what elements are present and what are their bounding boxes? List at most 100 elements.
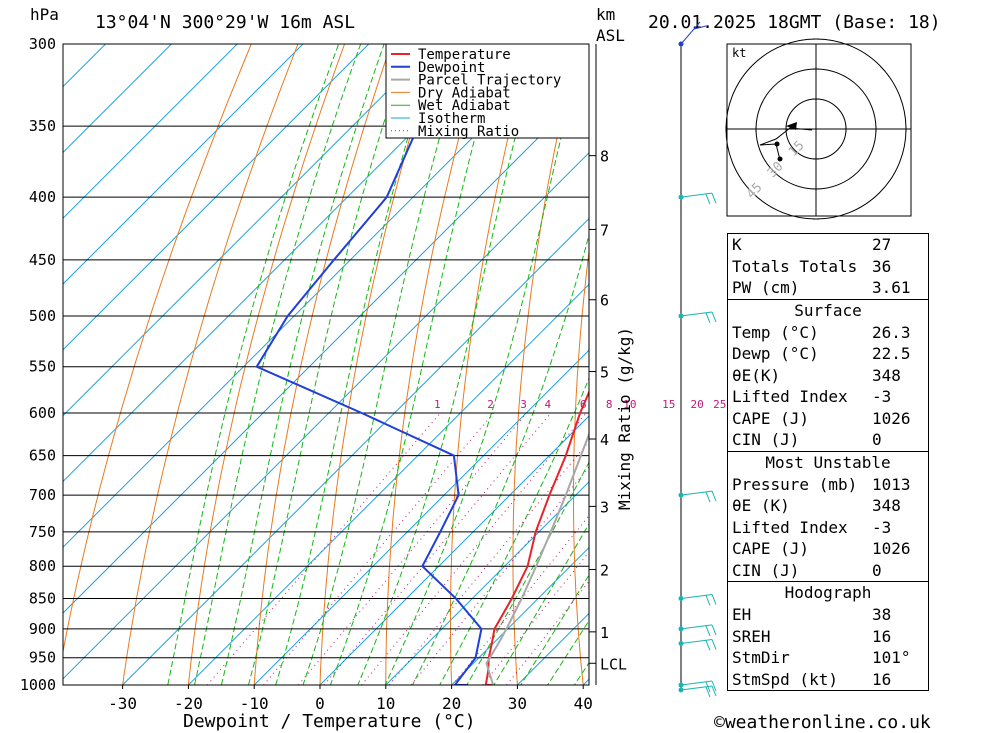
- km-axis: 8 7 6 5 4 3 2 1 LCL: [589, 44, 627, 685]
- isotherm-line: [63, 44, 238, 219]
- x-axis-title: Dewpoint / Temperature (°C): [183, 711, 476, 732]
- legend-label: Parcel Trajectory: [418, 73, 561, 89]
- isotherm-line: [450, 546, 589, 685]
- pressure-tick-label: 350: [29, 117, 56, 135]
- hodograph-header: Hodograph: [784, 583, 872, 602]
- km-tick-label: LCL: [600, 655, 627, 673]
- wet-adiabat-line: [275, 44, 438, 685]
- index-label: K: [732, 235, 742, 254]
- indices-panel: K 27 Totals Totals 36 PW (cm) 3.61 Surface Te…: [727, 233, 929, 691]
- wet-adiabat-line: [167, 44, 340, 685]
- index-label: CIN (J): [732, 560, 800, 580]
- index-label: Dewp (°C): [732, 344, 819, 363]
- hodograph-row: EH 38: [728, 604, 928, 626]
- legend-label: Mixing Ratio: [418, 124, 519, 140]
- index-label: θE (K): [732, 496, 790, 515]
- wind-profile: [678, 21, 717, 698]
- mixing-ratio-axis-title: Mixing Ratio (g/kg): [615, 327, 634, 510]
- dry-adiabat-line: [512, 44, 579, 685]
- mixing-ratio-label: 1: [434, 398, 441, 411]
- isotherm-line: [385, 481, 589, 685]
- wind-barb: [680, 685, 717, 698]
- dry-adiabat-line: [949, 7, 1000, 711]
- index-value: 38: [872, 605, 892, 624]
- index-label: θE(K): [732, 365, 781, 385]
- pressure-tick-label: 700: [29, 486, 56, 504]
- isotherm-line: [63, 44, 173, 154]
- index-value: 27: [872, 235, 892, 254]
- mixing-ratio-label: 15: [662, 398, 675, 411]
- index-value: 16: [872, 626, 892, 646]
- wet-adiabat-line: [520, 574, 589, 685]
- km-tick-label: 8: [600, 148, 609, 166]
- wind-barb: [680, 21, 707, 45]
- wet-adiabat-line: [547, 619, 589, 685]
- dry-adiabat-line: [253, 44, 392, 685]
- isotherm-line: [63, 152, 589, 680]
- wind-barb: [680, 311, 717, 324]
- index-label: EH: [732, 605, 752, 624]
- wet-adiabat-line: [357, 44, 540, 685]
- most-unstable-row: Pressure (mb) 1013: [728, 474, 928, 496]
- most-unstable-row: θE (K) 348: [728, 495, 928, 517]
- index-value: 348: [872, 496, 901, 515]
- index-label: Totals Totals: [732, 256, 858, 276]
- index-value: 1013: [872, 474, 911, 494]
- mixing-ratio-line: [298, 412, 527, 685]
- index-label: CIN (J): [732, 430, 800, 449]
- mixing-ratio-line: [482, 551, 589, 685]
- mixing-ratio-line: [410, 466, 589, 685]
- pressure-tick-label: 900: [29, 620, 56, 638]
- index-value: 1026: [872, 408, 911, 428]
- wet-adiabat-line: [220, 44, 385, 685]
- hodograph-point: [774, 141, 780, 147]
- index-label: Pressure (mb): [732, 474, 858, 494]
- wet-adiabat-line: [193, 44, 362, 685]
- dry-adiabat-line: [122, 44, 299, 685]
- pressure-tick-label: 300: [29, 35, 56, 53]
- index-value: 36: [872, 256, 892, 276]
- index-row: K 27: [728, 234, 928, 256]
- wind-barb: [680, 490, 717, 503]
- mixing-ratio-label: 6: [580, 398, 587, 411]
- surface-row: θE(K) 348: [728, 365, 928, 387]
- isotherm-line: [0, 7, 11, 711]
- index-label: PW (cm): [732, 278, 800, 297]
- dry-adiabat-line: [187, 44, 346, 685]
- temperature-tick-label: 20: [442, 694, 461, 713]
- index-value: 26.3: [872, 322, 911, 342]
- dry-adiabat-line: [63, 44, 252, 655]
- km-tick-label: 4: [600, 431, 609, 449]
- legend-label: Dry Adiabat: [418, 85, 511, 101]
- wet-adiabat-line: [384, 44, 585, 685]
- index-value: 101°: [872, 648, 911, 667]
- isotherm-line: [187, 283, 589, 685]
- temperature-tick-label: 0: [315, 694, 325, 713]
- wind-barb: [680, 638, 717, 651]
- profile-lines: [255, 44, 589, 685]
- wind-barb: [680, 593, 717, 606]
- index-value: 1026: [872, 539, 911, 558]
- mixing-ratio-line: [263, 412, 494, 685]
- pressure-tick-label: 1000: [20, 676, 56, 694]
- datetime-label: 20.01.2025 18GMT (Base: 18): [648, 12, 941, 33]
- wet-adiabat-line: [411, 233, 589, 685]
- km-tick-label: 5: [600, 364, 609, 382]
- km-tick-label: 6: [600, 292, 609, 310]
- index-row: PW (cm) 3.61: [728, 277, 928, 299]
- index-value: 0: [872, 430, 882, 449]
- mixing-ratio-label: 10: [623, 398, 636, 411]
- dry-adiabat-line: [689, 7, 724, 711]
- hodograph-row: StmDir 101°: [728, 647, 928, 669]
- copyright: ©weatheronline.co.uk: [714, 712, 931, 733]
- index-label: Lifted Index: [732, 517, 848, 537]
- most-unstable-row: CAPE (J) 1026: [728, 538, 928, 560]
- km-label: km: [596, 5, 615, 24]
- temperature-tick-label: 30: [508, 694, 527, 713]
- pressure-tick-label: 850: [29, 589, 56, 607]
- surface-row: Dewp (°C) 22.5: [728, 343, 928, 365]
- mixing-ratio-label: 25: [713, 398, 726, 411]
- pressure-tick-label: 800: [29, 557, 56, 575]
